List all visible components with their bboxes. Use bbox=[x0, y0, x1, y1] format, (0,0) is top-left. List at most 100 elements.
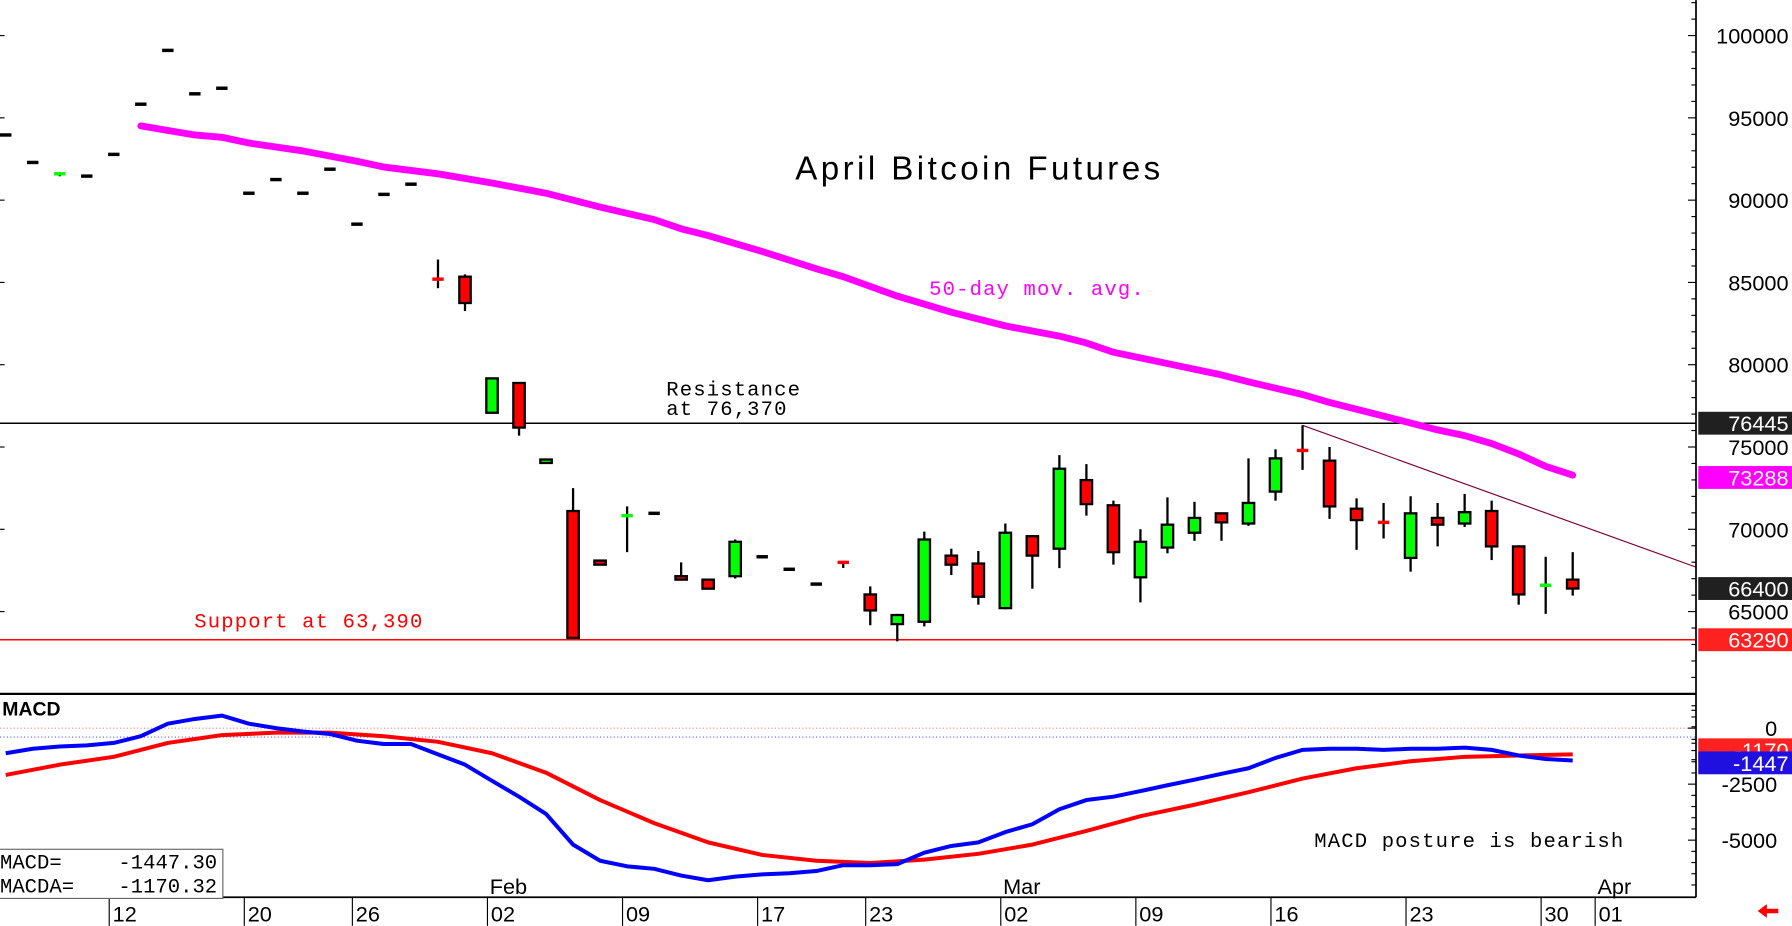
candle-dash bbox=[378, 192, 390, 197]
candle bbox=[648, 511, 660, 516]
candle-body bbox=[971, 562, 986, 598]
candle bbox=[971, 551, 986, 605]
candle bbox=[1241, 458, 1256, 526]
candle bbox=[1539, 556, 1552, 614]
price-tick-label: 85000 bbox=[1728, 270, 1788, 295]
chart-title: April Bitcoin Futures bbox=[795, 151, 1163, 188]
candle bbox=[162, 48, 174, 53]
candle-doji bbox=[621, 513, 633, 518]
candle bbox=[324, 167, 336, 171]
resistance-trendline bbox=[1302, 424, 1697, 568]
macd-tick-label: 0 bbox=[1765, 716, 1777, 741]
candle-dash bbox=[81, 174, 93, 178]
candle bbox=[593, 559, 607, 566]
candle bbox=[1511, 545, 1526, 605]
candle-body bbox=[1511, 545, 1526, 596]
ma-price-label: 73288 bbox=[1728, 465, 1788, 490]
last-price-label: 66400 bbox=[1728, 577, 1788, 602]
candle bbox=[837, 560, 849, 568]
candle bbox=[405, 182, 417, 186]
candle-body bbox=[1241, 501, 1256, 525]
candle-body bbox=[1025, 535, 1040, 557]
candle bbox=[270, 177, 282, 182]
date-tick-label: 16 bbox=[1274, 901, 1298, 926]
candle-dash bbox=[648, 511, 660, 516]
candle-body bbox=[674, 575, 688, 581]
candle-body bbox=[593, 559, 607, 566]
candle bbox=[189, 92, 201, 96]
candle bbox=[1160, 497, 1175, 554]
candle bbox=[728, 539, 743, 579]
candle-body bbox=[1133, 540, 1148, 579]
price-tick-label: 75000 bbox=[1728, 435, 1788, 460]
date-tick-label: 01 bbox=[1599, 901, 1623, 926]
candle bbox=[54, 172, 66, 177]
date-tick-label: 23 bbox=[1409, 901, 1433, 926]
candle bbox=[1025, 535, 1040, 589]
candle-dash bbox=[135, 102, 147, 106]
candle-dash bbox=[243, 191, 255, 195]
macd-title: MACD bbox=[2, 699, 60, 721]
candle-dash bbox=[162, 48, 174, 53]
candle-body bbox=[566, 509, 580, 640]
candle bbox=[701, 578, 716, 590]
candle bbox=[1349, 498, 1364, 550]
candle-body bbox=[1484, 509, 1499, 548]
macd-tick-label: -5000 bbox=[1722, 828, 1778, 853]
candle bbox=[1457, 493, 1472, 527]
candle-dash bbox=[27, 160, 39, 165]
candle-body bbox=[701, 578, 716, 590]
price-tick-label: 80000 bbox=[1728, 353, 1788, 378]
date-tick-label: 17 bbox=[761, 901, 785, 926]
candle-dash bbox=[783, 567, 795, 571]
price-tick-label: 65000 bbox=[1728, 600, 1788, 625]
date-tick-label: 23 bbox=[869, 901, 893, 926]
candle bbox=[1565, 552, 1580, 596]
candle-body bbox=[998, 531, 1013, 610]
candle-dash bbox=[189, 92, 201, 96]
candle bbox=[1484, 500, 1499, 561]
month-label: Feb bbox=[490, 874, 527, 899]
candle bbox=[243, 191, 255, 195]
macd-readout-label: MACD= bbox=[0, 853, 62, 876]
candle bbox=[944, 548, 959, 576]
candle-dash bbox=[108, 152, 120, 157]
candle bbox=[432, 259, 444, 289]
resistance-price-label: 76445 bbox=[1728, 411, 1788, 436]
candle bbox=[1133, 529, 1148, 603]
candle-body bbox=[1268, 457, 1283, 493]
candle bbox=[917, 531, 932, 627]
price-tick-label: 90000 bbox=[1728, 188, 1788, 213]
macd-signal-line bbox=[5, 730, 1573, 865]
candle bbox=[566, 488, 580, 640]
candle bbox=[810, 582, 822, 586]
candle bbox=[351, 222, 363, 226]
candle bbox=[1052, 455, 1067, 569]
candle-body bbox=[917, 538, 932, 623]
candle-doji bbox=[1377, 520, 1390, 525]
candle-body bbox=[1565, 578, 1580, 590]
scroll-left-arrow-icon[interactable] bbox=[1757, 904, 1779, 918]
candle-body bbox=[1079, 478, 1094, 506]
date-tick-label: 26 bbox=[356, 901, 380, 926]
candle bbox=[863, 586, 878, 626]
candle bbox=[674, 562, 688, 581]
candle bbox=[1187, 501, 1202, 541]
date-tick-label: 02 bbox=[491, 901, 515, 926]
candle bbox=[539, 458, 553, 465]
candle bbox=[1079, 464, 1094, 516]
month-label: Mar bbox=[1003, 874, 1040, 899]
candle bbox=[1214, 512, 1229, 541]
macd-value-label-box bbox=[1698, 751, 1792, 775]
candle-body bbox=[1403, 512, 1418, 560]
ma-price-label-box bbox=[1698, 466, 1792, 489]
candle-dash bbox=[270, 177, 282, 182]
candle bbox=[27, 160, 39, 165]
date-tick-label: 09 bbox=[626, 901, 650, 926]
macd-readout-value: -1447.30 bbox=[118, 853, 217, 876]
candle bbox=[485, 377, 499, 414]
candle bbox=[1106, 500, 1121, 565]
candle bbox=[1268, 449, 1283, 501]
candle bbox=[0, 133, 12, 137]
